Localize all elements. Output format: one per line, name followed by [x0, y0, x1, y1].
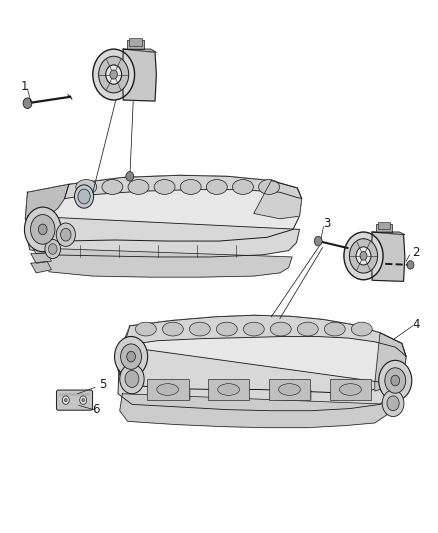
Circle shape [93, 49, 134, 100]
Ellipse shape [135, 322, 156, 336]
Circle shape [48, 244, 57, 254]
Ellipse shape [128, 180, 149, 195]
Bar [129, 38, 142, 46]
Circle shape [64, 399, 67, 402]
Bar [269, 379, 311, 400]
Circle shape [125, 370, 139, 387]
Polygon shape [371, 232, 405, 281]
Ellipse shape [339, 384, 361, 395]
Ellipse shape [244, 322, 264, 336]
Polygon shape [118, 346, 395, 411]
Polygon shape [31, 261, 51, 273]
Polygon shape [25, 184, 69, 236]
Text: 1: 1 [20, 80, 28, 93]
Ellipse shape [206, 180, 227, 195]
FancyBboxPatch shape [57, 390, 92, 410]
Circle shape [379, 360, 412, 401]
Text: 2: 2 [412, 246, 420, 259]
Ellipse shape [189, 322, 210, 336]
Ellipse shape [270, 322, 291, 336]
Circle shape [115, 336, 148, 377]
Ellipse shape [157, 384, 179, 395]
Circle shape [120, 364, 144, 394]
Bar [330, 379, 371, 400]
Circle shape [391, 375, 399, 386]
Circle shape [387, 396, 399, 411]
Circle shape [127, 351, 135, 362]
Circle shape [56, 223, 75, 246]
Ellipse shape [324, 322, 345, 336]
Circle shape [382, 390, 404, 417]
Bar [59, 393, 90, 397]
Circle shape [344, 232, 383, 280]
Ellipse shape [162, 322, 184, 336]
Ellipse shape [76, 180, 97, 195]
Polygon shape [27, 216, 300, 257]
Polygon shape [123, 49, 156, 52]
Circle shape [25, 207, 61, 252]
Ellipse shape [258, 180, 279, 195]
Polygon shape [372, 232, 405, 235]
Polygon shape [31, 235, 51, 244]
Ellipse shape [102, 180, 123, 195]
Ellipse shape [154, 180, 175, 195]
Circle shape [39, 224, 47, 235]
Circle shape [62, 396, 69, 405]
Polygon shape [31, 244, 51, 254]
Circle shape [31, 215, 55, 244]
Text: 6: 6 [92, 403, 100, 416]
Ellipse shape [351, 322, 372, 336]
Bar [376, 223, 392, 232]
Circle shape [110, 70, 117, 79]
Polygon shape [34, 248, 292, 277]
Ellipse shape [297, 322, 318, 336]
Circle shape [99, 56, 129, 93]
Text: 4: 4 [412, 318, 420, 332]
Circle shape [314, 236, 322, 246]
Ellipse shape [279, 384, 300, 395]
Circle shape [80, 396, 87, 405]
Ellipse shape [233, 180, 253, 195]
Polygon shape [31, 253, 51, 263]
Circle shape [350, 239, 378, 273]
Text: 3: 3 [323, 216, 331, 230]
Ellipse shape [180, 180, 201, 195]
Circle shape [120, 344, 141, 369]
Ellipse shape [216, 322, 237, 336]
Polygon shape [118, 316, 406, 393]
Circle shape [360, 252, 367, 260]
Polygon shape [375, 333, 406, 391]
Circle shape [407, 261, 414, 269]
Circle shape [23, 98, 32, 109]
Circle shape [60, 228, 71, 241]
Circle shape [78, 189, 90, 204]
Bar [147, 379, 188, 400]
Circle shape [126, 172, 134, 181]
Circle shape [74, 185, 94, 208]
Ellipse shape [218, 384, 240, 395]
Bar [127, 39, 144, 49]
Circle shape [106, 65, 122, 84]
Text: 5: 5 [99, 378, 106, 391]
Circle shape [45, 239, 60, 259]
Circle shape [385, 368, 406, 393]
Polygon shape [120, 394, 391, 427]
Polygon shape [120, 316, 406, 357]
Circle shape [356, 247, 371, 265]
Polygon shape [122, 49, 156, 101]
Circle shape [82, 399, 85, 402]
Polygon shape [254, 181, 302, 219]
Bar [378, 222, 390, 229]
Polygon shape [25, 175, 302, 241]
Polygon shape [64, 175, 302, 199]
Bar [208, 379, 250, 400]
